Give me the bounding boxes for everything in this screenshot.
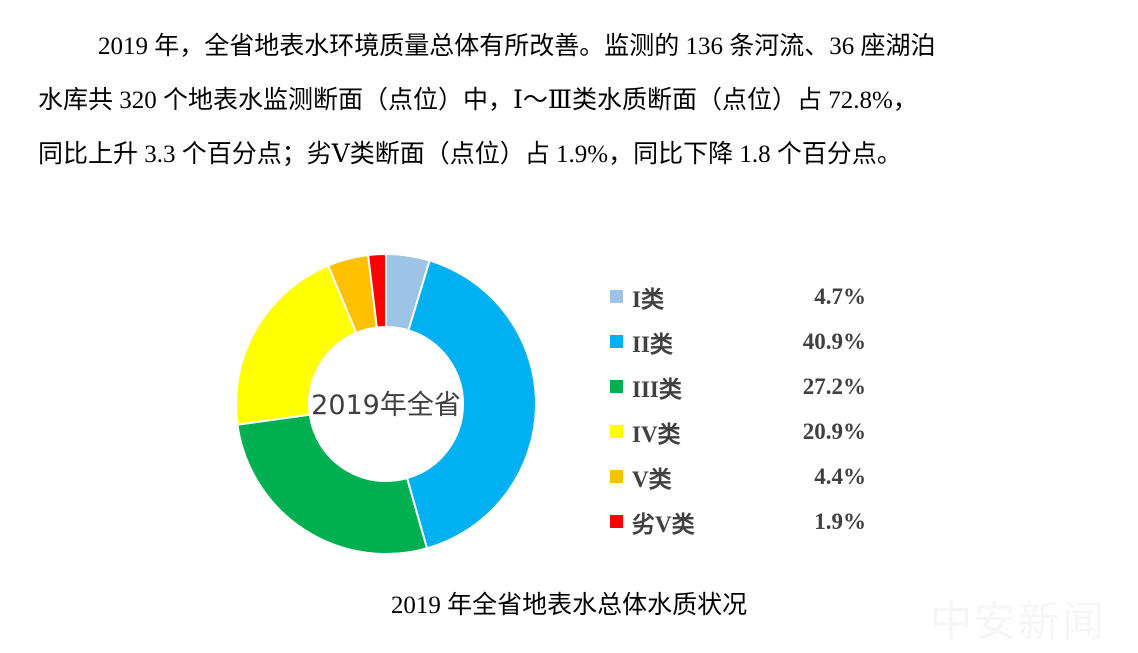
chart-title: 2019 年全省地表水总体水质状况 xyxy=(390,592,748,619)
donut-slice-4 xyxy=(235,264,358,426)
legend-swatch xyxy=(610,380,623,393)
chart-legend: I类 4.7% II类 40.9% III类 27.2% IV类 20.9% V类 4.4% 劣V类… xyxy=(610,274,866,544)
legend-swatch xyxy=(610,470,623,483)
legend-item: 劣V类 1.9% xyxy=(610,499,866,544)
donut-chart xyxy=(235,252,537,555)
donut-slice-2 xyxy=(405,259,537,550)
legend-swatch xyxy=(610,335,623,348)
summary-paragraph: 2019 年，全省地表水环境质量总体有所改善。监测的 136 条河流、36 座湖… xyxy=(38,20,1113,182)
legend-label: I类 xyxy=(632,286,664,312)
legend-swatch xyxy=(610,515,623,528)
donut-slice-3 xyxy=(236,413,429,555)
donut-slice-6 xyxy=(367,252,387,329)
legend-label: 劣V类 xyxy=(632,511,695,537)
legend-item: I类 4.7% xyxy=(610,274,866,319)
paragraph-line: 水库共 320 个地表水监测断面（点位）中，Ⅰ～Ⅲ类水质断面（点位）占 72.8… xyxy=(38,87,918,114)
legend-item: IV类 20.9% xyxy=(610,409,866,454)
legend-label: V类 xyxy=(632,466,672,492)
legend-item: V类 4.4% xyxy=(610,454,866,499)
legend-value: 4.4% xyxy=(814,463,866,489)
legend-swatch xyxy=(610,290,623,303)
legend-label: IV类 xyxy=(632,421,681,447)
legend-value: 1.9% xyxy=(814,508,866,534)
paragraph-line: 同比上升 3.3 个百分点；劣Ⅴ类断面（点位）占 1.9%，同比下降 1.8 个… xyxy=(38,141,902,168)
legend-value: 4.7% xyxy=(814,283,866,309)
chart-caption: 2019 年全省地表水总体水质状况 xyxy=(0,585,1138,621)
legend-item: II类 40.9% xyxy=(610,319,866,364)
legend-value: 27.2% xyxy=(802,373,866,399)
legend-item: III类 27.2% xyxy=(610,364,866,409)
watermark-logo: 中安新闻 xyxy=(930,597,1107,646)
donut-center-label: 2019年全省 xyxy=(311,390,461,421)
legend-label: III类 xyxy=(632,376,682,402)
legend-swatch xyxy=(610,425,623,438)
legend-value: 20.9% xyxy=(802,418,866,444)
paragraph-line: 2019 年，全省地表水环境质量总体有所改善。监测的 136 条河流、36 座湖… xyxy=(98,33,936,60)
legend-value: 40.9% xyxy=(802,328,866,354)
legend-label: II类 xyxy=(632,331,673,357)
